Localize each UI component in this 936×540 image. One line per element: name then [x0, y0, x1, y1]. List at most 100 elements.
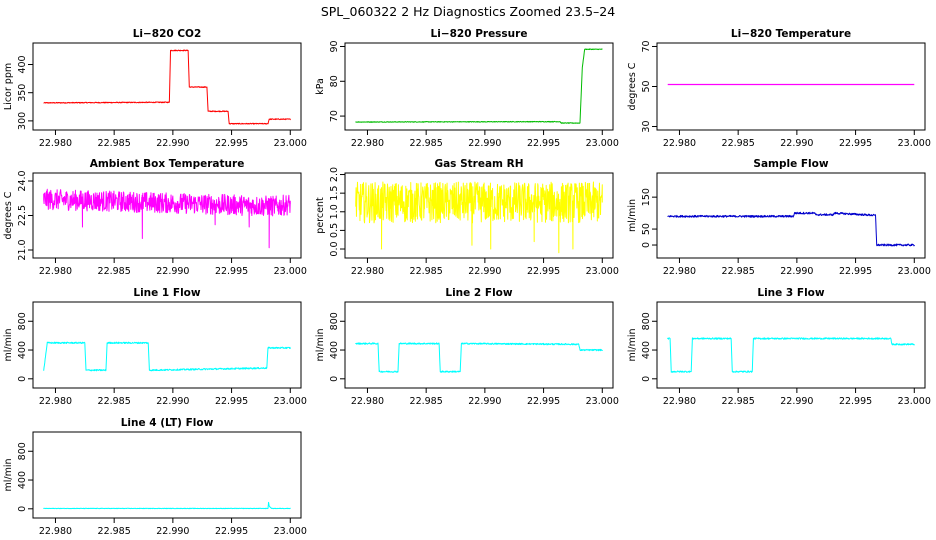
x-tick-label: 22.990 — [780, 396, 813, 407]
y-tick-label: 30 — [641, 120, 652, 132]
panel-title: Line 2 Flow — [445, 287, 512, 299]
x-tick-label: 22.990 — [156, 396, 189, 407]
chart-panel: Ambient Box Temperature degrees C 22.980 22… — [3, 158, 307, 277]
x-tick-label: 22.985 — [98, 396, 131, 407]
y-tick-label: 2.0 — [329, 167, 340, 182]
figure-title: SPL_060322 2 Hz Diagnostics Zoomed 23.5–… — [321, 4, 615, 19]
chart-panel: Line 1 Flow ml/min 22.980 22.985 22.990 22.99… — [3, 287, 307, 407]
x-tick-label: 22.995 — [215, 526, 248, 537]
x-tick-label: 22.990 — [468, 138, 501, 149]
y-tick-label: 0 — [17, 506, 28, 512]
x-tick-label: 22.990 — [156, 266, 189, 277]
x-tick-label: 22.990 — [780, 266, 813, 277]
x-tick-label: 23.000 — [274, 138, 307, 149]
y-tick-label: 50 — [641, 80, 652, 92]
x-tick-label: 22.990 — [156, 526, 189, 537]
y-tick-label: 24.0 — [17, 170, 28, 191]
x-tick-label: 22.980 — [39, 396, 72, 407]
x-tick-label: 22.995 — [527, 396, 560, 407]
y-tick-label: 400 — [329, 341, 340, 359]
panel-title: Li−820 Temperature — [731, 28, 851, 40]
y-axis-label: kPa — [315, 78, 326, 95]
x-tick-label: 22.985 — [722, 138, 755, 149]
y-tick-label: 90 — [329, 40, 340, 52]
chart-panel: Sample Flow ml/min 22.980 22.985 22.990 22.99… — [627, 158, 931, 277]
y-tick-label: 0 — [17, 376, 28, 382]
x-tick-label: 22.985 — [98, 526, 131, 537]
panel-title: Ambient Box Temperature — [90, 158, 245, 170]
panel-title: Li−820 Pressure — [431, 28, 528, 40]
x-tick-label: 22.980 — [351, 266, 384, 277]
y-axis-label: degrees C — [627, 62, 638, 110]
panel-title: Sample Flow — [753, 158, 828, 170]
y-axis-label: percent — [315, 197, 326, 234]
x-tick-label: 23.000 — [274, 526, 307, 537]
y-axis-label: ml/min — [3, 458, 14, 491]
x-tick-label: 22.995 — [839, 266, 872, 277]
y-tick-label: 150 — [641, 188, 652, 206]
chart-panel: Line 4 (LT) Flow ml/min 22.980 22.985 22.990… — [3, 417, 307, 537]
y-axis-label: ml/min — [627, 328, 638, 361]
x-tick-label: 22.985 — [410, 138, 443, 149]
series-line — [355, 181, 603, 254]
chart-panel: Line 3 Flow ml/min 22.980 22.985 22.990 22.99… — [627, 287, 931, 407]
plot-frame — [344, 172, 614, 259]
x-tick-label: 22.980 — [663, 138, 696, 149]
y-tick-label: 300 — [17, 112, 28, 130]
y-tick-label: 50 — [641, 223, 652, 235]
x-tick-label: 23.000 — [898, 266, 931, 277]
x-tick-label: 23.000 — [586, 266, 619, 277]
plot-frame — [32, 431, 302, 519]
panel-title: Line 1 Flow — [133, 287, 200, 299]
y-tick-label: 400 — [641, 341, 652, 359]
plot-frame — [32, 172, 302, 259]
x-tick-label: 22.980 — [663, 266, 696, 277]
x-tick-label: 23.000 — [586, 138, 619, 149]
x-tick-label: 22.985 — [98, 138, 131, 149]
x-tick-label: 22.985 — [98, 266, 131, 277]
chart-panel: Li−820 Temperature degrees C 22.980 22.985 2… — [627, 28, 931, 149]
x-tick-label: 22.980 — [663, 396, 696, 407]
x-tick-label: 22.990 — [156, 138, 189, 149]
y-tick-label: 800 — [641, 312, 652, 330]
y-tick-label: 1.0 — [329, 204, 340, 219]
y-axis-label: degrees C — [3, 191, 14, 239]
y-axis-label: Licor ppm — [3, 63, 14, 110]
y-tick-label: 1.5 — [329, 186, 340, 201]
y-tick-label: 800 — [17, 442, 28, 460]
plot-frame — [344, 301, 614, 389]
series-line — [43, 341, 291, 372]
chart-panel: Li−820 Pressure kPa 22.980 22.985 22.990 22.9… — [315, 28, 619, 149]
y-axis-label: ml/min — [315, 328, 326, 361]
panel-title: Line 4 (LT) Flow — [121, 417, 214, 429]
panel-title: Line 3 Flow — [757, 287, 824, 299]
x-tick-label: 22.995 — [527, 266, 560, 277]
x-tick-label: 22.995 — [215, 138, 248, 149]
y-tick-label: 80 — [329, 75, 340, 87]
y-tick-label: 70 — [641, 40, 652, 52]
y-tick-label: 0.5 — [329, 223, 340, 238]
y-tick-label: 70 — [329, 110, 340, 122]
plot-frame — [32, 42, 302, 131]
plot-frame — [656, 301, 926, 389]
x-tick-label: 22.980 — [351, 396, 384, 407]
y-tick-label: 22.5 — [17, 205, 28, 226]
plot-frame — [656, 172, 926, 259]
y-tick-label: 400 — [17, 55, 28, 73]
x-tick-label: 23.000 — [274, 266, 307, 277]
series-line — [355, 48, 603, 124]
x-tick-label: 22.985 — [722, 396, 755, 407]
y-tick-label: 0 — [329, 376, 340, 382]
chart-panel: Li−820 CO2 Licor ppm 22.980 22.985 22.990 22.… — [3, 28, 307, 149]
y-tick-label: 800 — [17, 312, 28, 330]
panels: Li−820 CO2 Licor ppm 22.980 22.985 22.990 22.… — [3, 28, 931, 537]
y-tick-label: 800 — [329, 312, 340, 330]
chart-panel: Gas Stream RH percent 22.980 22.985 22.990 22… — [315, 158, 619, 277]
x-tick-label: 22.980 — [39, 138, 72, 149]
x-tick-label: 22.980 — [39, 266, 72, 277]
y-axis-label: ml/min — [627, 199, 638, 232]
x-tick-label: 23.000 — [274, 396, 307, 407]
panel-title: Li−820 CO2 — [133, 28, 202, 40]
x-tick-label: 23.000 — [586, 396, 619, 407]
chart-panel: Line 2 Flow ml/min 22.980 22.985 22.990 22.99… — [315, 287, 619, 407]
